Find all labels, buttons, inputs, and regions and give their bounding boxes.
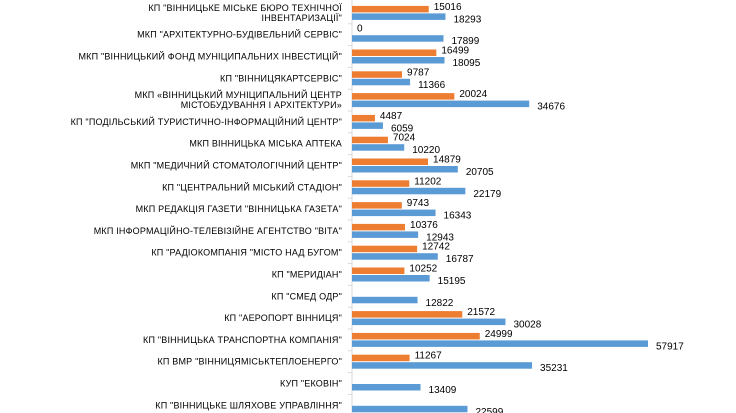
bar <box>352 136 388 144</box>
category-label: МКП ВІННИЦЬКА МІСЬКА АПТЕКА <box>189 139 342 149</box>
bar <box>352 384 421 391</box>
data-label: 12742 <box>422 242 450 253</box>
category-label: МКП "АРХІТЕКТУРНО-БУДІВЕЛЬНИЙ СЕРВІС" <box>137 29 342 40</box>
data-label: 15195 <box>438 276 466 287</box>
data-label: 9787 <box>407 67 430 78</box>
data-label: 6059 <box>391 123 414 134</box>
bar <box>352 209 436 217</box>
bar <box>352 5 429 13</box>
bar <box>352 13 446 20</box>
data-label: 0 <box>357 24 363 35</box>
data-label: 16499 <box>441 46 469 57</box>
data-label: 4487 <box>380 111 403 122</box>
category-label: КП "ЦЕНТРАЛЬНИЙ МІСЬКИЙ СТАДІОН" <box>162 181 342 192</box>
bar <box>352 231 419 238</box>
axis-layer <box>348 0 353 413</box>
category-label: МКП ІНФОРМАЦІЙНО-ТЕЛЕВІЗІЙНЕ АГЕНТСТВО "… <box>94 225 342 236</box>
data-label: 10252 <box>409 264 437 275</box>
data-label: 11366 <box>418 80 446 91</box>
category-labels: КП "ВІННИЦЬКЕ МІСЬКЕ БЮРО ТЕХНІЧНОЇ ІНВЕН… <box>71 3 342 410</box>
bar <box>352 362 533 369</box>
bar <box>352 180 410 187</box>
bar <box>352 93 455 100</box>
category-label: МКП "МЕДИЧНИЙ СТОМАТОЛОГІЧНИЙ ЦЕНТР" <box>131 160 342 171</box>
bar <box>352 340 648 347</box>
category-label: КП "ВІННИЦЬКЕ ШЛЯХОВЕ УПРАВЛІННЯ" <box>155 400 342 410</box>
category-label: КП "ВІННИЦЯКАРТСЕРВІС" <box>220 73 342 83</box>
data-label: 11202 <box>414 176 442 187</box>
category-label: МКП "ВІННИЦЬКИЙ ФОНД МУНІЦИПАЛЬНИХ ІНВЕС… <box>78 51 342 62</box>
category-label: МКП РЕДАКЦІЯ ГАЗЕТИ "ВІННИЦЬКА ГАЗЕТА" <box>136 204 342 214</box>
bar <box>352 332 480 340</box>
bar <box>352 114 375 122</box>
data-label: 57917 <box>656 341 684 352</box>
data-label: 18095 <box>452 58 480 69</box>
category-label: КП "РАДІОКОМПАНІЯ "МІСТО НАД БУГОМ" <box>151 248 342 258</box>
data-label: 15016 <box>434 2 462 13</box>
bar <box>352 100 530 108</box>
data-label: 35231 <box>540 363 568 374</box>
data-label: 12943 <box>426 232 454 243</box>
data-label: 16787 <box>446 254 474 265</box>
category-label: КУП "ЕКОВІН" <box>280 379 342 389</box>
data-label: 30028 <box>513 320 541 331</box>
category-label: КП "АЕРОПОРТ ВІННИЦЯ" <box>224 313 342 323</box>
bar <box>352 158 429 165</box>
data-label: 21572 <box>467 307 495 318</box>
data-label: 11267 <box>415 351 443 362</box>
bar <box>352 35 444 42</box>
data-label: 17899 <box>451 36 479 47</box>
bars-layer <box>352 5 648 413</box>
data-label: 20705 <box>466 167 494 178</box>
bar <box>352 202 402 209</box>
bar <box>352 354 410 362</box>
category-label: КП "СМЕД ОДР" <box>271 291 342 301</box>
category-label: КП "ВІННИЦЬКЕ МІСЬКЕ БЮРО ТЕХНІЧНОЇ ІНВЕН… <box>148 3 342 23</box>
data-label: 22179 <box>473 189 501 200</box>
bar <box>352 144 405 151</box>
data-label: 16343 <box>444 211 472 222</box>
data-label: 9743 <box>407 198 430 209</box>
data-label: 10376 <box>410 220 438 231</box>
data-label: 12822 <box>426 298 454 309</box>
bar <box>352 311 463 318</box>
bar <box>352 405 468 413</box>
bar <box>352 187 466 195</box>
bar <box>352 296 418 304</box>
data-label: 14879 <box>433 155 461 166</box>
category-label: КП "ВІННИЦЬКА ТРАНСПОРТНА КОМПАНІЯ" <box>143 335 342 345</box>
bar <box>352 122 383 129</box>
bar <box>352 223 406 231</box>
bar <box>352 267 405 274</box>
data-label: 24999 <box>485 329 513 340</box>
bar <box>352 49 437 56</box>
bar <box>352 57 445 64</box>
bar <box>352 78 411 86</box>
data-label: 34676 <box>537 102 565 113</box>
category-label: МКП «ВІННИЦЬКИЙ МУНІЦИПАЛЬНИЙ ЦЕНТР МІСТО… <box>135 89 342 110</box>
bar <box>352 245 418 253</box>
data-label: 18293 <box>453 14 481 25</box>
data-label: 7024 <box>393 133 416 144</box>
category-label: КП "МЕРИДІАН" <box>272 270 342 280</box>
bar <box>352 275 430 282</box>
bar <box>352 166 458 173</box>
bar <box>352 71 403 78</box>
category-label: КП ВМР "ВІННИЦЯМІСЬКТЕПЛОЕНЕРГО" <box>157 357 342 367</box>
bar <box>352 318 506 326</box>
bar <box>352 253 438 260</box>
data-label: 22599 <box>475 407 503 413</box>
data-label: 13409 <box>429 385 457 396</box>
data-label: 20024 <box>459 89 487 100</box>
data-label: 10220 <box>412 145 440 156</box>
category-label: КП "ПОДІЛЬСЬКИЙ ТУРИСТИЧНО-ІНФОРМАЦІЙНИЙ… <box>71 116 342 127</box>
